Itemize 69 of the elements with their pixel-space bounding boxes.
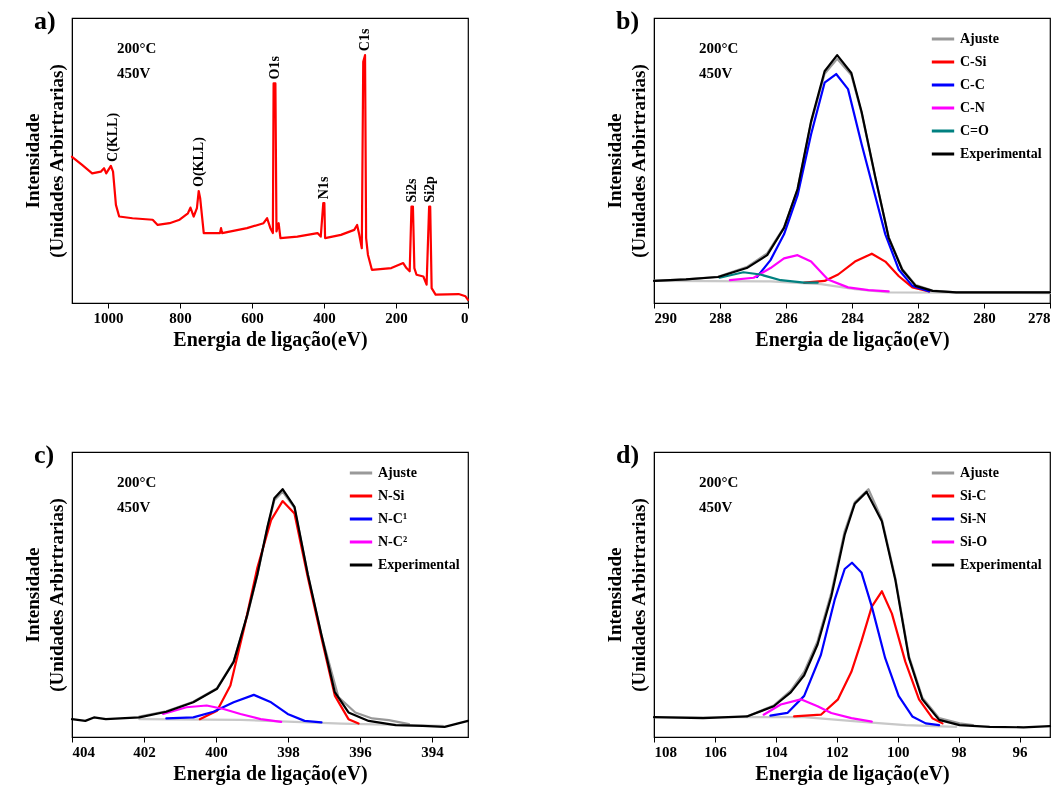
legend-label: C-Si [960, 54, 987, 69]
x-tick-label: 102 [826, 743, 849, 760]
y-axis-title: Intensidade (Unidades Arbirtrarias) [603, 64, 650, 258]
x-tick-label: 400 [205, 743, 228, 760]
legend-label: Si-N [960, 511, 987, 526]
legend-label: N-C¹ [378, 511, 408, 526]
legend-label: Experimental [960, 557, 1042, 572]
annotation: N1s [316, 176, 331, 200]
legend-label: C-N [960, 100, 985, 115]
annotation: 200°C [117, 40, 157, 56]
x-tick-label: 400 [313, 309, 336, 326]
legend-label: Ajuste [960, 31, 999, 46]
x-tick-label: 278 [1028, 309, 1051, 326]
x-tick-label: 600 [241, 309, 264, 326]
x-tick-label: 104 [765, 743, 789, 760]
annotation: 450V [117, 499, 151, 515]
x-tick-label: 96 [1012, 743, 1029, 760]
x-tick-label: 394 [421, 743, 445, 760]
x-tick-label: 288 [709, 309, 732, 326]
x-tick-label: 0 [461, 309, 469, 326]
annotation: Si2p [421, 175, 437, 203]
x-tick-label: 286 [775, 309, 799, 326]
x-tick-label: 404 [72, 743, 96, 760]
x-tick-label: 800 [169, 309, 192, 326]
x-tick-label: 98 [951, 743, 967, 760]
legend-label: Si-C [960, 488, 987, 503]
annotation: C1s [357, 28, 373, 52]
annotation: 200°C [699, 474, 739, 490]
legend-label: N-C² [378, 534, 408, 549]
annotation: 450V [117, 65, 151, 81]
x-tick-label: 396 [349, 743, 373, 760]
annotation: O(KLL) [190, 136, 207, 187]
annotation: O1s [266, 55, 282, 80]
chart-title: a) [34, 6, 56, 35]
legend-label: C=O [960, 123, 990, 138]
x-tick-label: 100 [886, 743, 910, 760]
annotation: 450V [699, 499, 733, 515]
x-tick-label: 290 [654, 309, 677, 326]
legend-label: C-C [960, 77, 985, 92]
y-axis-title: Intensidade (Unidades Arbirtrarias) [21, 64, 68, 258]
annotation: Si2s [404, 177, 420, 203]
y-axis-title: Intensidade (Unidades Arbirtrarias) [21, 498, 68, 692]
x-tick-label: 398 [277, 743, 300, 760]
chart-title: b) [616, 6, 640, 35]
chart-title: d) [616, 440, 640, 469]
x-axis-title: Energia de ligação(eV) [755, 761, 950, 785]
legend-label: Si-O [960, 534, 988, 549]
legend-label: N-Si [378, 488, 405, 503]
legend-label: Ajuste [378, 465, 417, 480]
annotation: C(KLL) [105, 112, 122, 162]
x-tick-label: 106 [704, 743, 728, 760]
x-tick-label: 200 [385, 309, 408, 326]
legend-label: Experimental [960, 146, 1042, 161]
x-tick-label: 280 [973, 309, 996, 326]
legend-label: Experimental [378, 557, 460, 572]
x-axis-title: Energia de ligação(eV) [173, 761, 368, 785]
x-tick-label: 402 [133, 743, 156, 760]
annotation: 200°C [699, 40, 739, 56]
legend-label: Ajuste [960, 465, 999, 480]
y-axis-title: Intensidade (Unidades Arbirtrarias) [603, 498, 650, 692]
annotation: 450V [699, 65, 733, 81]
x-axis-title: Energia de ligação(eV) [173, 327, 368, 351]
x-tick-label: 282 [907, 309, 930, 326]
x-tick-label: 108 [654, 743, 677, 760]
chart-title: c) [34, 440, 55, 469]
x-tick-label: 1000 [93, 309, 124, 326]
annotation: 200°C [117, 474, 157, 490]
x-axis-title: Energia de ligação(eV) [755, 327, 950, 351]
x-tick-label: 284 [841, 309, 865, 326]
